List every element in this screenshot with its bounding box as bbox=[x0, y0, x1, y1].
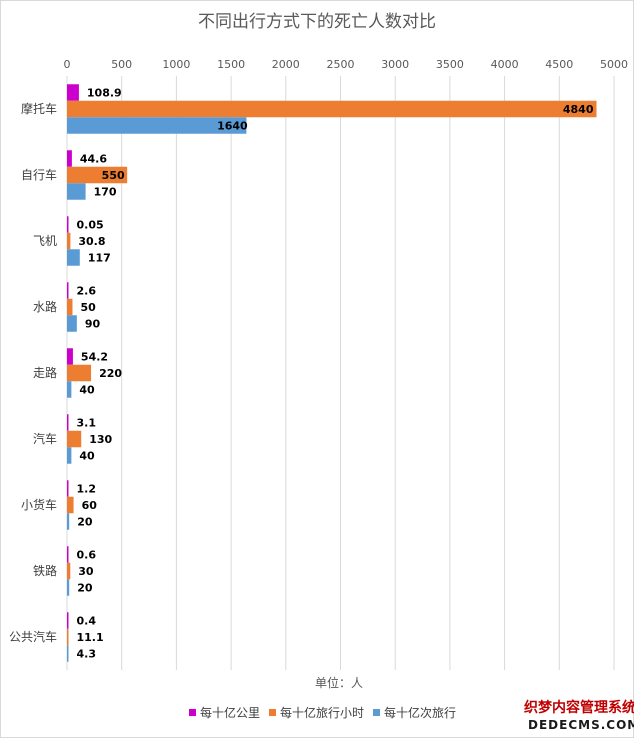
bar bbox=[67, 166, 128, 184]
bar bbox=[67, 117, 247, 134]
data-label: 550 bbox=[102, 169, 125, 182]
bar bbox=[67, 298, 73, 316]
category-label: 汽车 bbox=[33, 431, 57, 446]
gridlines bbox=[66, 76, 615, 670]
legend-label: 每十亿公里 bbox=[200, 705, 260, 720]
watermark-logo: 织梦内容管理系统 DEDECMS.COM bbox=[524, 699, 634, 732]
x-axis-title: 单位：人 bbox=[315, 675, 363, 690]
bar bbox=[67, 150, 72, 167]
legend-label: 每十亿旅行小时 bbox=[280, 705, 364, 720]
data-label: 0.6 bbox=[77, 549, 97, 562]
bar bbox=[67, 628, 69, 646]
data-label: 117 bbox=[88, 252, 111, 265]
bar bbox=[67, 579, 70, 596]
x-tick-label: 1000 bbox=[162, 58, 190, 71]
data-label: 44.6 bbox=[80, 153, 107, 166]
data-label: 40 bbox=[79, 450, 95, 463]
data-label: 2.6 bbox=[77, 285, 97, 298]
legend-swatch bbox=[373, 709, 380, 716]
data-label: 130 bbox=[89, 433, 112, 446]
bar bbox=[67, 381, 72, 398]
category-label: 公共汽车 bbox=[9, 629, 57, 644]
chart-title: 不同出行方式下的死亡人数对比 bbox=[198, 12, 436, 32]
category-label: 水路 bbox=[33, 299, 57, 314]
watermark-en: DEDECMS.COM bbox=[528, 718, 634, 732]
bar bbox=[67, 348, 73, 365]
bar bbox=[67, 100, 597, 118]
data-label: 50 bbox=[80, 301, 96, 314]
data-labels: 108.9 4840 1640 44.6 550 170 0.05 30.8 117 2.6 50 9… bbox=[77, 87, 594, 661]
legend-swatch bbox=[189, 709, 196, 716]
category-label: 自行车 bbox=[21, 167, 57, 182]
data-label: 1.2 bbox=[77, 483, 97, 496]
data-label: 4840 bbox=[563, 103, 594, 116]
bar bbox=[67, 513, 70, 530]
data-label: 11.1 bbox=[77, 631, 104, 644]
data-label: 20 bbox=[77, 516, 93, 529]
bars bbox=[67, 84, 597, 662]
x-tick-label: 0 bbox=[64, 58, 71, 71]
data-label: 30 bbox=[78, 565, 94, 578]
data-label: 0.05 bbox=[77, 219, 104, 232]
watermark-cn: 织梦内容管理系统 bbox=[524, 699, 634, 716]
category-label: 飞机 bbox=[33, 234, 57, 248]
x-tick-label: 2500 bbox=[327, 58, 355, 71]
category-label: 铁路 bbox=[33, 563, 57, 578]
bar bbox=[67, 282, 69, 299]
data-label: 20 bbox=[77, 582, 93, 595]
x-tick-label: 1500 bbox=[217, 58, 245, 71]
data-label: 4.3 bbox=[77, 648, 97, 661]
data-label: 220 bbox=[99, 367, 122, 380]
bar bbox=[67, 364, 92, 382]
bar bbox=[67, 447, 72, 464]
bar bbox=[67, 84, 79, 101]
bar bbox=[67, 430, 82, 448]
x-tick-label: 3500 bbox=[436, 58, 464, 71]
x-tick-label: 4500 bbox=[545, 58, 573, 71]
legend: 每十亿公里 每十亿旅行小时 每十亿次旅行 bbox=[189, 705, 456, 720]
bar bbox=[67, 562, 71, 580]
data-label: 40 bbox=[79, 384, 95, 397]
category-label: 摩托车 bbox=[21, 101, 57, 116]
data-label: 0.4 bbox=[77, 615, 97, 628]
data-label: 170 bbox=[94, 186, 117, 199]
bar bbox=[67, 249, 80, 266]
bar bbox=[67, 232, 71, 250]
x-tick-label: 4000 bbox=[491, 58, 519, 71]
data-label: 30.8 bbox=[78, 235, 105, 248]
bar bbox=[67, 645, 69, 662]
bar bbox=[67, 315, 77, 332]
category-label: 小货车 bbox=[21, 497, 57, 512]
legend-swatch bbox=[269, 709, 276, 716]
bar bbox=[67, 414, 69, 431]
bar bbox=[67, 496, 74, 514]
category-label: 走路 bbox=[33, 365, 57, 380]
x-tick-label: 2000 bbox=[272, 58, 300, 71]
bar bbox=[67, 183, 86, 200]
data-label: 108.9 bbox=[87, 87, 122, 100]
data-label: 1640 bbox=[217, 120, 248, 133]
data-label: 90 bbox=[85, 318, 101, 331]
data-label: 54.2 bbox=[81, 351, 108, 364]
bar bbox=[67, 546, 69, 563]
x-tick-label: 500 bbox=[111, 58, 132, 71]
bar bbox=[67, 216, 69, 233]
data-label: 60 bbox=[82, 499, 98, 512]
data-label: 3.1 bbox=[77, 417, 97, 430]
x-axis-ticks: 0 500 1000 1500 2000 2500 3000 3500 4000 4500 5000 bbox=[64, 58, 629, 71]
bar bbox=[67, 480, 69, 497]
x-tick-label: 5000 bbox=[600, 58, 628, 71]
bar bbox=[67, 612, 69, 629]
legend-label: 每十亿次旅行 bbox=[384, 705, 456, 720]
x-tick-label: 3000 bbox=[381, 58, 409, 71]
